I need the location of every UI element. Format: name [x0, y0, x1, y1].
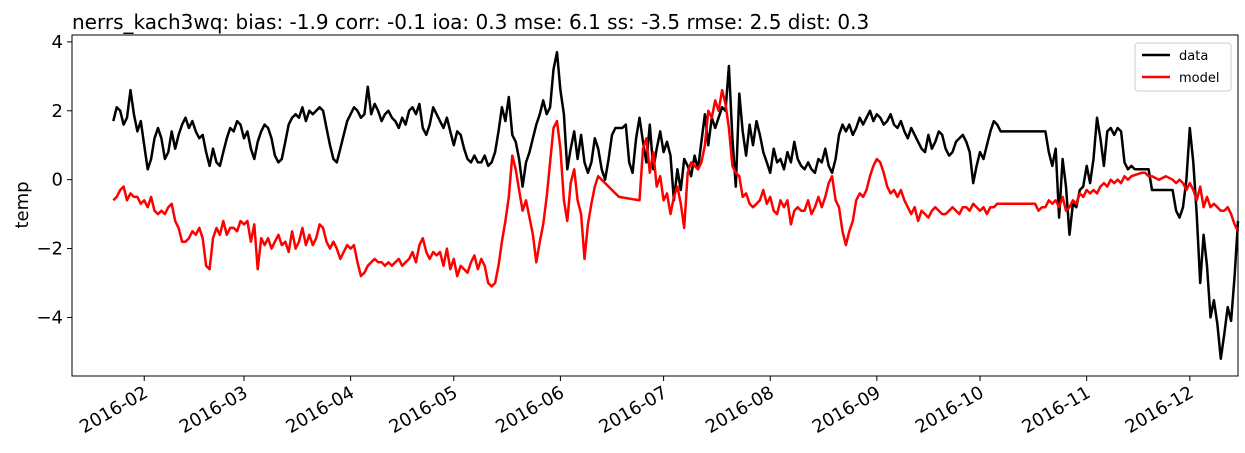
- plot-frame: [71, 34, 1239, 377]
- legend: data model: [1134, 42, 1232, 92]
- y-tick-label: −2: [36, 239, 63, 260]
- x-tick-label: 2016-04: [282, 382, 358, 438]
- x-tick-label: 2016-08: [702, 382, 778, 438]
- y-tick-label: 0: [52, 170, 63, 191]
- x-tick-label: 2016-10: [912, 382, 988, 438]
- y-axis: 4 2 0 −2 −4: [36, 32, 72, 328]
- x-tick-label: 2016-07: [595, 382, 671, 438]
- x-tick-label: 2016-06: [492, 382, 568, 438]
- x-axis: 2016-02 2016-03 2016-04 2016-05 2016-06 2016-…: [76, 376, 1197, 438]
- x-tick-label: 2016-03: [176, 382, 252, 438]
- legend-label-model: model: [1179, 71, 1219, 86]
- legend-label-data: data: [1179, 49, 1208, 64]
- series-layer: [112, 50, 1240, 361]
- x-tick-label: 2016-09: [809, 382, 885, 438]
- chart-title: nerrs_kach3wq: bias: -1.9 corr: -0.1 ioa…: [72, 10, 869, 34]
- x-tick-label: 2016-02: [76, 382, 152, 438]
- y-axis-label: temp: [12, 181, 33, 228]
- y-tick-label: 2: [52, 101, 63, 122]
- x-tick-label: 2016-05: [386, 382, 462, 438]
- y-tick-label: 4: [52, 32, 63, 53]
- series-line-data: [112, 50, 1240, 361]
- series-line-model: [112, 88, 1240, 288]
- x-tick-label: 2016-12: [1122, 382, 1198, 438]
- y-tick-label: −4: [36, 307, 63, 328]
- x-tick-label: 2016-11: [1019, 382, 1095, 438]
